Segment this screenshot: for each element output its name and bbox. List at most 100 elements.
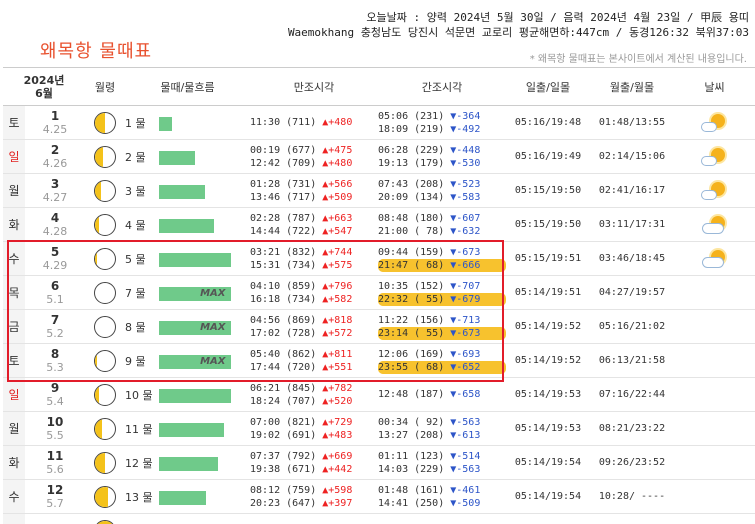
high-tide-1: 07:00 (821) ▲+729 xyxy=(250,416,353,428)
moon-phase-icon xyxy=(94,247,116,270)
high-tide-1: 04:56 (869) ▲+818 xyxy=(250,314,353,326)
high-tide-1: 01:28 (731) ▲+566 xyxy=(250,178,353,190)
calc-note: * 왜목항 물때표는 본사이트에서 계산된 내용입니다. xyxy=(529,54,747,65)
col-weather: 날씨 xyxy=(674,67,755,106)
mul-cell: 1 물 xyxy=(125,105,250,140)
max-label: MAX xyxy=(200,355,226,367)
flow-bar xyxy=(158,116,172,131)
flow-bar: MAX xyxy=(158,286,231,301)
high-tide-1: 05:40 (862) ▲+811 xyxy=(250,348,353,360)
lunar-date: 5.2 xyxy=(46,326,64,340)
mul-label: 1 물 xyxy=(125,116,146,130)
low-tide-2: 19:13 (179) ▼-530 xyxy=(378,157,481,169)
col-sun: 일출/일몰 xyxy=(506,67,590,106)
high-tide: 04:56 (869) ▲+818 17:02 (728) ▲+572 xyxy=(250,309,378,344)
moonrise-moonset: 03:46/18:45 xyxy=(590,241,674,276)
mul-cell: 10 물 xyxy=(125,377,250,412)
mul-cell xyxy=(125,513,250,524)
max-label: MAX xyxy=(200,321,226,333)
table-row: 금 7 5.2 8 물 MAX 04:56 (869) ▲+818 17:02 … xyxy=(3,309,755,344)
low-tide-1: 12:06 (169) ▼-693 xyxy=(378,348,481,360)
date-cell: 3 4.27 xyxy=(25,173,85,208)
day-of-week: 화 xyxy=(3,445,25,480)
moonrise-moonset: 08:21/23:22 xyxy=(590,411,674,446)
table-row: 수 5 4.29 5 물 03:21 (832) ▲+744 15:31 (73… xyxy=(3,241,755,276)
table-row: 화 4 4.28 4 물 02:28 (787) ▲+663 14:44 (72… xyxy=(3,207,755,242)
low-tide: 01:11 (123) ▼-514 14:03 (229) ▼-563 xyxy=(378,445,506,480)
day-number: 6 xyxy=(50,278,60,293)
weather-cell xyxy=(674,173,755,208)
moon-phase-icon xyxy=(94,383,116,406)
day-number: 5 xyxy=(50,244,60,259)
weather-cell xyxy=(674,513,755,524)
lunar-date: 4.29 xyxy=(42,258,68,272)
sunrise-sunset: 05:16/19:48 xyxy=(506,105,590,140)
mul-label: 13 물 xyxy=(125,490,153,504)
date-info: 오늘날짜 : 양력 2024년 5월 30일 / 음력 2024년 4월 23일… xyxy=(288,10,749,40)
high-tide-1: 02:28 (787) ▲+663 xyxy=(250,212,353,224)
sunrise-sunset: 05:14/19:53 xyxy=(506,377,590,412)
weather-cell xyxy=(674,343,755,378)
mul-cell: 4 물 xyxy=(125,207,250,242)
weather-icon xyxy=(700,180,730,202)
high-tide-1: 08:12 (759) ▲+598 xyxy=(250,484,353,496)
lunar-date: 5.4 xyxy=(46,394,64,408)
weather-icon xyxy=(700,146,730,168)
flow-bar xyxy=(158,218,214,233)
moon-phase-icon xyxy=(94,417,116,440)
moon-phase-icon xyxy=(94,281,116,304)
moonrise-moonset: 02:41/16:17 xyxy=(590,173,674,208)
moon-phase xyxy=(85,275,125,310)
day-of-week: 목 xyxy=(3,513,25,524)
day-number: 12 xyxy=(46,482,64,497)
flow-bar: MAX xyxy=(158,354,231,369)
date-cell: 13 xyxy=(25,513,85,524)
table-row: 토 1 4.25 1 물 11:30 (711) ▲+480 05:06 (23… xyxy=(3,105,755,140)
day-of-week: 월 xyxy=(3,411,25,446)
date-cell: 4 4.28 xyxy=(25,207,85,242)
mul-cell: 11 물 xyxy=(125,411,250,446)
high-tide: 07:37 (792) ▲+669 19:38 (671) ▲+442 xyxy=(250,445,378,480)
mul-cell: 13 물 xyxy=(125,479,250,514)
table-row: 월 3 4.27 3 물 01:28 (731) ▲+566 13:46 (71… xyxy=(3,173,755,208)
mul-label: 11 물 xyxy=(125,422,153,436)
moon-phase xyxy=(85,479,125,514)
moon-phase-icon xyxy=(94,315,116,338)
sunrise-sunset: 05:14/19:54 xyxy=(506,479,590,514)
day-of-week: 목 xyxy=(3,275,25,310)
sunrise-sunset: 05:14/19:51 xyxy=(506,275,590,310)
low-tide: 08:48 (180) ▼-607 21:00 ( 78) ▼-632 xyxy=(378,207,506,242)
high-tide-2: 17:44 (720) ▲+551 xyxy=(250,361,353,373)
low-tide-1: 01:48 (161) ▼-461 xyxy=(378,484,481,496)
day-of-week: 금 xyxy=(3,309,25,344)
moon-phase xyxy=(85,513,125,524)
low-tide-1: 05:06 (231) ▼-364 xyxy=(378,110,481,122)
low-tide-1: 12:48 (187) ▼-658 xyxy=(378,389,481,400)
low-tide: 06:28 (229) ▼-448 19:13 (179) ▼-530 xyxy=(378,139,506,174)
low-tide: 01:48 (161) ▼-461 14:41 (250) ▼-509 xyxy=(378,479,506,514)
date-cell: 8 5.3 xyxy=(25,343,85,378)
low-tide-1: 08:48 (180) ▼-607 xyxy=(378,212,481,224)
low-tide-1: 11:22 (156) ▼-713 xyxy=(378,314,481,326)
location-line: Waemokhang 충청남도 당진시 석문면 교로리 평균해면하:447cm … xyxy=(287,26,749,39)
high-tide-1: 06:21 (845) ▲+782 xyxy=(250,382,353,394)
high-tide-2: 19:38 (671) ▲+442 xyxy=(250,463,353,475)
high-tide: 11:30 (711) ▲+480 xyxy=(250,105,378,140)
day-of-week: 일 xyxy=(3,139,25,174)
col-date-month: 6월 xyxy=(35,86,53,100)
sunrise-sunset: 05:14/19:52 xyxy=(506,309,590,344)
high-tide-2: 18:24 (707) ▲+520 xyxy=(250,395,353,407)
day-number: 2 xyxy=(50,142,60,157)
weather-cell xyxy=(674,445,755,480)
flow-bar xyxy=(158,184,205,199)
weather-cell xyxy=(674,139,755,174)
lunar-date: 5.3 xyxy=(46,360,64,374)
sunrise-sunset: 05:15/19:50 xyxy=(506,207,590,242)
mul-cell: 5 물 xyxy=(125,241,250,276)
weather-cell xyxy=(674,241,755,276)
sunrise-sunset: 05:14/19:52 xyxy=(506,343,590,378)
table-row: 화 11 5.6 12 물 07:37 (792) ▲+669 19:38 (6… xyxy=(3,445,755,480)
weather-cell xyxy=(674,105,755,140)
moonrise-moonset xyxy=(590,513,674,524)
col-moon: 월령 xyxy=(85,67,125,106)
